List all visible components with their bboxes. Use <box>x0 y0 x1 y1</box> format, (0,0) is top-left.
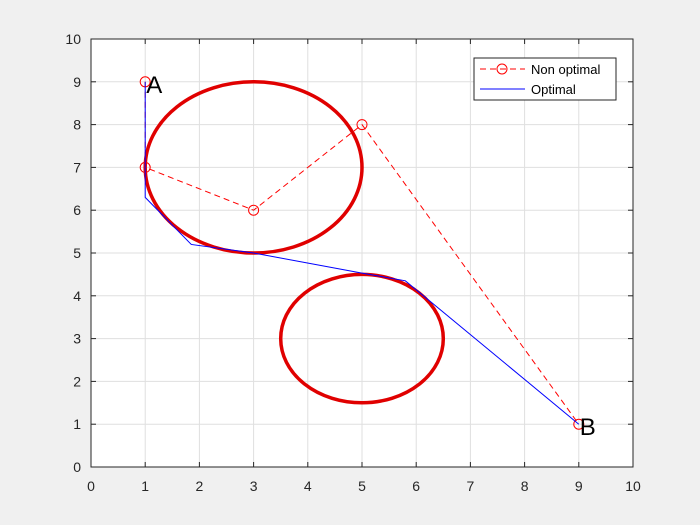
annotations: AB <box>146 72 596 441</box>
x-tick-label: 7 <box>467 478 475 494</box>
series-layer <box>139 76 585 430</box>
y-tick-label: 6 <box>73 202 81 218</box>
x-tick-label: 0 <box>87 478 95 494</box>
y-tick-label: 4 <box>73 288 81 304</box>
series-line-non-optimal <box>144 81 580 425</box>
legend-label-optimal: Optimal <box>531 82 576 97</box>
series-marker-non-optimal <box>573 418 585 430</box>
x-tick-label: 6 <box>412 478 420 494</box>
y-tick-label: 0 <box>73 459 81 475</box>
y-tick-label: 3 <box>73 331 81 347</box>
legend: Non optimal Optimal <box>473 57 617 101</box>
series-marker-non-optimal <box>356 119 368 131</box>
obstacle-circle <box>278 272 446 405</box>
x-tick-label: 2 <box>196 478 204 494</box>
axis-ticks: 0 1 2 3 4 5 6 7 8 9 10 0 1 2 3 4 5 6 7 8 9 10 <box>65 31 641 494</box>
y-tick-label: 7 <box>73 159 81 175</box>
x-tick-label: 5 <box>358 478 366 494</box>
y-tick-label: 1 <box>73 416 81 432</box>
y-tick-label: 10 <box>65 31 81 47</box>
x-tick-label: 9 <box>575 478 583 494</box>
y-tick-label: 9 <box>73 74 81 90</box>
x-tick-label: 1 <box>141 478 149 494</box>
x-tick-label: 10 <box>625 478 641 494</box>
y-tick-label: 8 <box>73 117 81 133</box>
y-tick-label: 2 <box>73 373 81 389</box>
legend-marker-non-optimal <box>496 63 508 75</box>
y-tick-label: 5 <box>73 245 81 261</box>
x-tick-label: 8 <box>521 478 529 494</box>
point-label-a: A <box>146 72 162 99</box>
x-tick-label: 3 <box>250 478 258 494</box>
point-label-b: B <box>580 414 596 441</box>
legend-label-non-optimal: Non optimal <box>531 62 600 77</box>
series-marker-non-optimal <box>248 204 260 216</box>
x-tick-label: 4 <box>304 478 312 494</box>
legend-box <box>473 57 617 101</box>
series-line-optimal <box>144 81 580 425</box>
